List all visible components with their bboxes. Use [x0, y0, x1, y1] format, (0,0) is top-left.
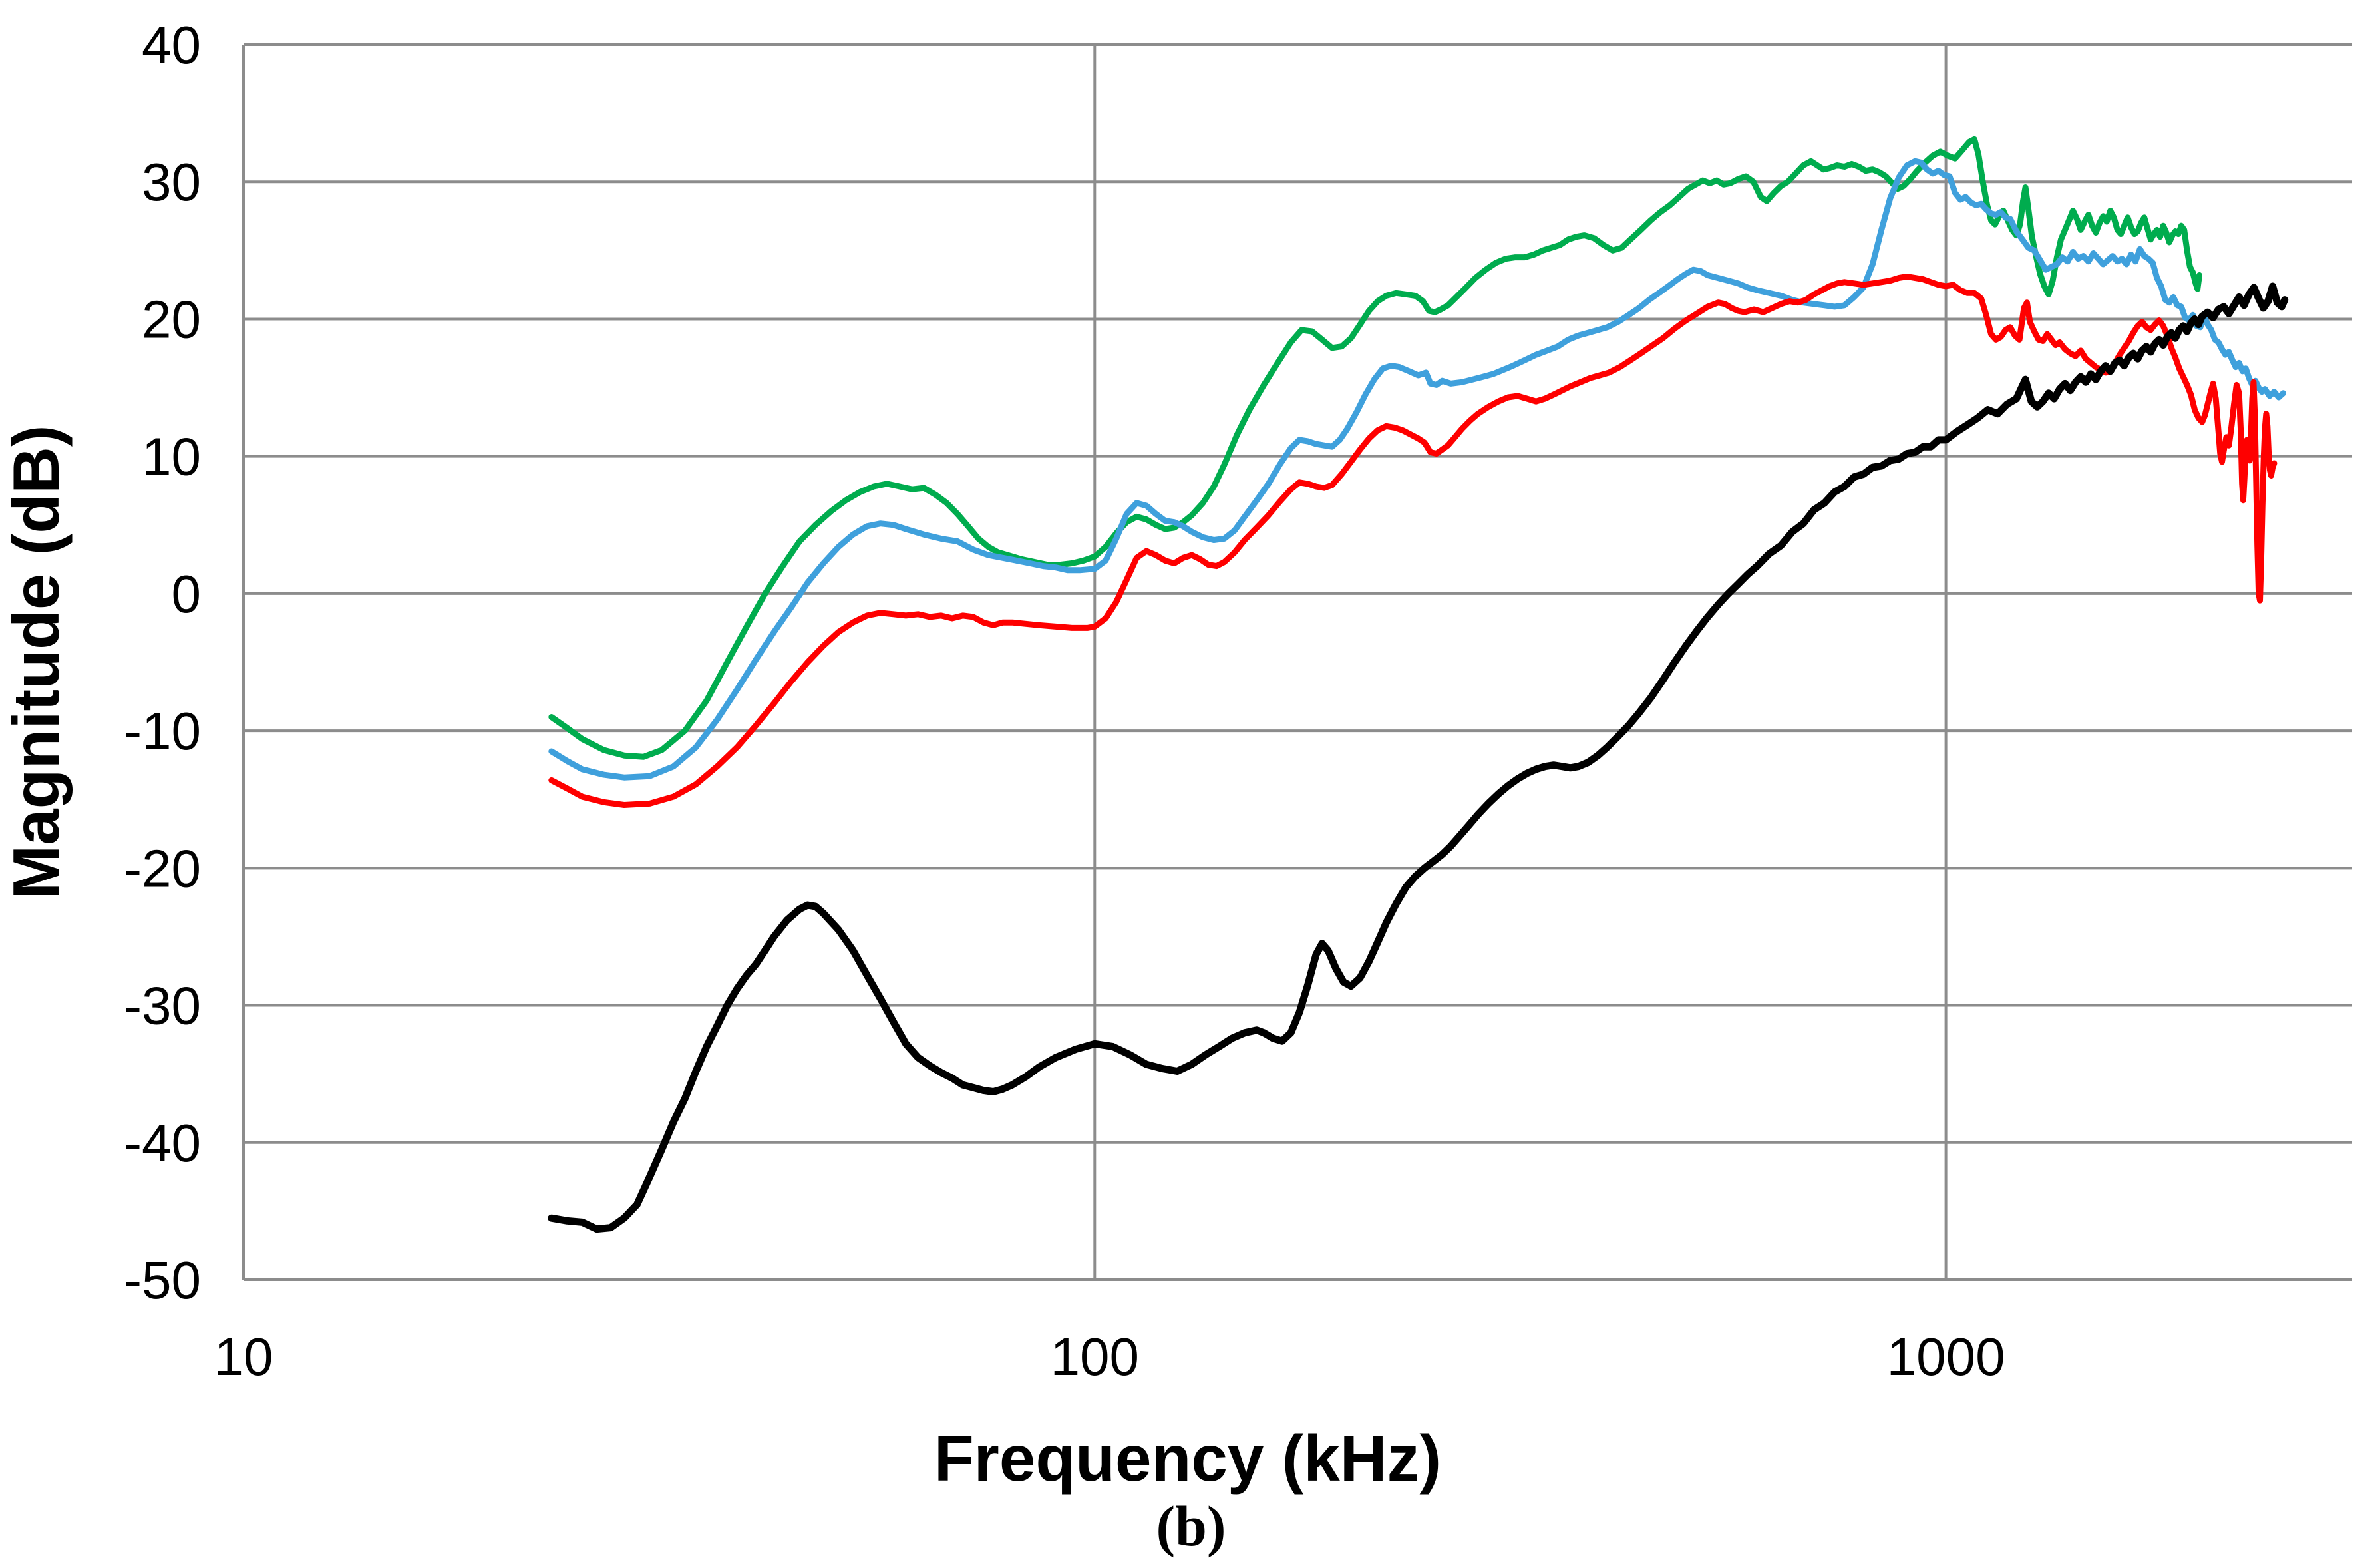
- y-tick-label-10: 10: [142, 427, 201, 487]
- x-axis-title: Frequency (kHz): [934, 1422, 1441, 1495]
- series-lines: [548, 136, 2289, 1233]
- x-tick-label-10: 10: [214, 1327, 273, 1386]
- gridlines: [242, 43, 2352, 1281]
- x-tick-label-100: 100: [1051, 1327, 1139, 1386]
- y-tick-label-40: 40: [142, 15, 201, 75]
- y-tick-label-20: 20: [142, 290, 201, 349]
- series-line-black: [548, 282, 2289, 1233]
- y-axis-title: Magnitude (dB): [0, 425, 73, 899]
- y-tick-label-0: 0: [172, 564, 202, 624]
- y-tick-label--40: -40: [124, 1113, 201, 1173]
- y-tick-label--30: -30: [124, 976, 201, 1036]
- series-line-green: [548, 136, 2202, 760]
- y-tick-label--10: -10: [124, 701, 201, 761]
- series-line-red: [548, 274, 2278, 808]
- subfigure-caption: (b): [1156, 1494, 1226, 1558]
- series-line-blue: [548, 158, 2286, 781]
- x-tick-label-1000: 1000: [1887, 1327, 2005, 1386]
- x-axis-tick-labels: 10 100 1000: [214, 1327, 2005, 1386]
- y-tick-label--50: -50: [124, 1251, 201, 1310]
- y-tick-label--20: -20: [124, 839, 201, 898]
- y-tick-label-30: 30: [142, 152, 201, 212]
- y-axis-tick-labels: 40 30 20 10 0 -10 -20 -30 -40 -50: [124, 15, 201, 1310]
